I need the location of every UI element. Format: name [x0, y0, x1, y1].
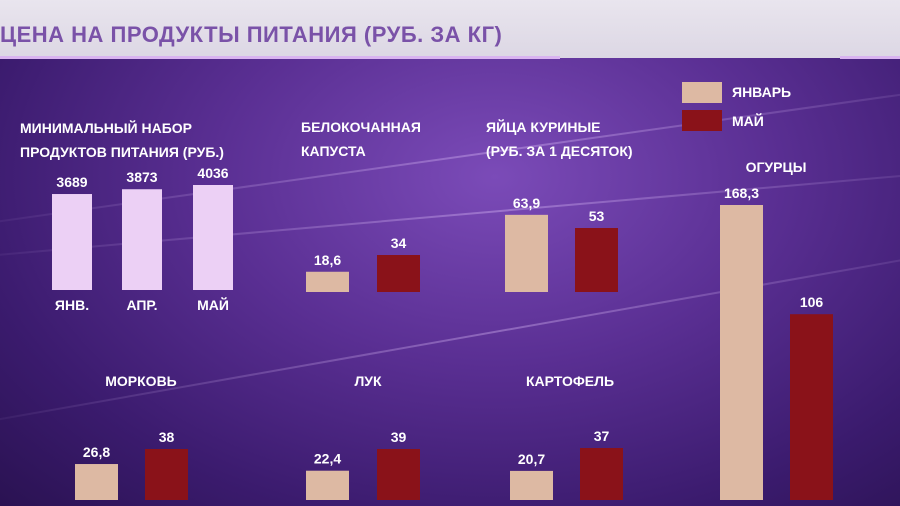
bar: [193, 185, 233, 290]
chart-title-line: (РУБ. ЗА 1 ДЕСЯТОК): [486, 143, 633, 159]
bar: [580, 448, 623, 500]
data-label: 4036: [197, 165, 228, 181]
chart-title-line: КАПУСТА: [301, 143, 366, 159]
data-label: 53: [589, 208, 605, 224]
bar: [75, 464, 118, 500]
chart-title-line: МОРКОВЬ: [105, 373, 177, 389]
legend-swatch-january: [682, 82, 722, 103]
legend-swatch-may: [682, 110, 722, 131]
page-title: ЦЕНА НА ПРОДУКТЫ ПИТАНИЯ (РУБ. ЗА КГ): [0, 22, 503, 47]
bar: [122, 189, 162, 290]
category-label: ЯНВ.: [55, 297, 89, 313]
bar: [306, 470, 349, 500]
data-label: 34: [391, 235, 407, 251]
header-underline: [840, 56, 900, 59]
bar: [377, 449, 420, 500]
bar: [377, 255, 420, 292]
data-label: 20,7: [518, 451, 545, 467]
data-label: 26,8: [83, 444, 110, 460]
header-underline: [0, 56, 560, 59]
chart-title-line: ЛУК: [354, 373, 382, 389]
data-label: 168,3: [724, 185, 759, 201]
chart-title-line: БЕЛОКОЧАННАЯ: [301, 119, 421, 135]
chart-title-line: КАРТОФЕЛЬ: [526, 373, 614, 389]
category-label: МАЙ: [197, 296, 229, 313]
bar: [52, 194, 92, 290]
legend-label-january: ЯНВАРЬ: [732, 84, 792, 100]
data-label: 3873: [126, 169, 157, 185]
category-label: АПР.: [126, 297, 157, 313]
chart-title-line: МИНИМАЛЬНЫЙ НАБОР: [20, 119, 192, 136]
chart-title-line: ЯЙЦА КУРИНЫЕ: [486, 118, 601, 135]
data-label: 37: [594, 428, 610, 444]
data-label: 18,6: [314, 252, 341, 268]
bar: [306, 271, 349, 292]
data-label: 38: [159, 429, 175, 445]
chart-title-line: ПРОДУКТОВ ПИТАНИЯ (РУБ.): [20, 144, 224, 160]
legend-label-may: МАЙ: [732, 113, 764, 129]
bar: [575, 228, 618, 292]
bar: [790, 314, 833, 500]
bar: [505, 214, 548, 292]
data-label: 39: [391, 429, 407, 445]
data-label: 63,9: [513, 195, 540, 211]
header-bar: [0, 0, 900, 58]
data-label: 106: [800, 294, 824, 310]
bar: [510, 470, 553, 500]
bar: [145, 449, 188, 500]
bar: [720, 205, 763, 500]
data-label: 22,4: [314, 451, 341, 467]
chart-title-line: ОГУРЦЫ: [746, 159, 807, 175]
data-label: 3689: [56, 174, 87, 190]
